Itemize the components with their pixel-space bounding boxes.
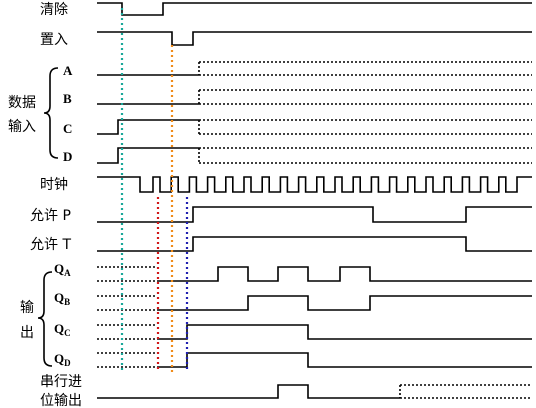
label: C <box>63 121 72 136</box>
brace <box>37 271 53 367</box>
label: 置入 <box>40 32 68 48</box>
wave-clock <box>97 176 532 193</box>
label: QD <box>54 351 71 368</box>
wave-carry <box>97 384 400 399</box>
label: 位输出 <box>40 393 82 408</box>
label: A <box>64 268 71 278</box>
wave-load <box>97 31 532 46</box>
label: Q <box>54 321 64 336</box>
label: 输 <box>20 300 34 316</box>
wave-qb <box>157 295 532 311</box>
wave-c <box>97 119 199 135</box>
label: C <box>64 328 71 338</box>
label: Q <box>54 290 64 305</box>
wave-c <box>198 119 532 135</box>
label: QA <box>54 261 71 278</box>
wave-enable-t <box>97 236 532 252</box>
label: QC <box>54 321 71 338</box>
label: 数据 <box>8 95 36 111</box>
label: 时钟 <box>40 176 68 193</box>
label: A <box>63 63 73 78</box>
label: D <box>64 358 71 368</box>
wave-qc <box>157 324 532 340</box>
label: Q <box>54 261 64 276</box>
wave-qa <box>157 266 532 282</box>
label: Q <box>54 351 64 366</box>
wave-qd <box>97 352 157 368</box>
brace <box>43 67 59 159</box>
label: QB <box>54 290 70 307</box>
label: 输入 <box>8 119 36 135</box>
wave-a <box>198 61 532 76</box>
label: B <box>64 297 70 307</box>
wave-d <box>198 147 532 164</box>
wave-b <box>198 89 532 105</box>
wave-qb <box>97 295 157 311</box>
label: 出 <box>20 325 34 341</box>
wave-clear <box>97 2 532 16</box>
label: 允许 P <box>30 208 71 224</box>
label: 串行进 <box>40 374 82 390</box>
wave-enable-p <box>97 206 532 223</box>
label: D <box>63 149 72 164</box>
label: 允许 T <box>30 237 71 253</box>
wave-carry <box>399 384 532 399</box>
wave-d <box>97 147 199 164</box>
wave-qc <box>97 324 157 340</box>
wave-qa <box>97 266 157 282</box>
wave-qd <box>157 352 532 368</box>
label: 清除 <box>40 2 68 18</box>
label: B <box>63 91 72 106</box>
